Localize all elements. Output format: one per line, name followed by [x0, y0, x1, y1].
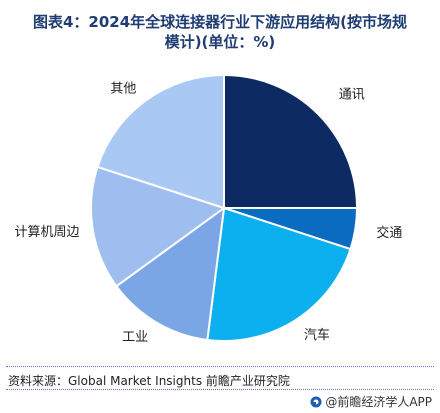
pie-slices — [90, 73, 359, 342]
chart-title-line-1: 图表4：2024年全球连接器行业下游应用结构(按市场规 — [32, 13, 408, 31]
chart-title: 图表4：2024年全球连接器行业下游应用结构(按市场规 模计)(单位：%) — [0, 12, 440, 52]
chart-title-line-2: 模计)(单位：%) — [164, 33, 276, 51]
pie-label-3: 汽车 — [304, 327, 330, 343]
pie-slice-4 — [115, 205, 226, 342]
pie-label-2: 交通 — [376, 225, 402, 241]
source-note: 资料来源：Global Market Insights 前瞻产业研究院 — [8, 374, 290, 388]
pie-label-6: 其他 — [110, 81, 136, 96]
pie-slice-1 — [223, 73, 359, 209]
pie-label-5: 计算机周边 — [14, 225, 79, 240]
footer-divider-top — [6, 366, 434, 367]
pie-slice-5 — [90, 165, 227, 288]
qianzhan-logo-icon — [310, 396, 322, 407]
brand-credit: @前瞻经济学人APP — [310, 393, 432, 410]
pie-slice-3 — [206, 206, 352, 342]
brand-text: @前瞻经济学人APP — [325, 395, 432, 409]
pie-label-1: 通讯 — [339, 87, 365, 102]
footer-divider-bottom — [6, 389, 434, 390]
pie-label-4: 工业 — [122, 330, 148, 345]
pie-slice-6 — [96, 73, 225, 210]
